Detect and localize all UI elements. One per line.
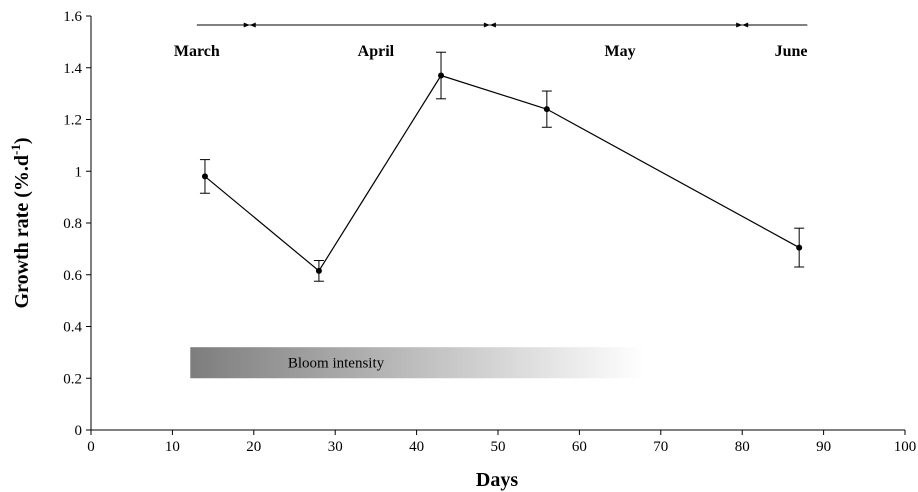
month-label: June [775,43,808,60]
y-axis-title-main: Growth rate (%.d [11,155,33,309]
bloom-intensity-bar [190,347,645,379]
x-tick-label: 10 [165,439,180,455]
x-tick-label: 20 [246,439,261,455]
month-arrow-left [742,22,749,28]
data-point [315,267,322,274]
data-point [438,72,445,79]
y-axis-title-close: ) [11,137,33,144]
x-tick-label: 30 [328,439,343,455]
x-axis-title: Days [476,469,518,491]
y-tick-label: 1.4 [63,61,82,77]
data-point [201,173,208,180]
month-arrow-right [483,22,490,28]
month-arrow-right [243,22,250,28]
x-tick-label: 50 [491,439,506,455]
y-tick-label: 1.2 [63,113,82,129]
series-line [204,74,800,272]
y-tick-label: 0 [75,423,83,439]
month-label: May [605,43,636,60]
month-label: March [174,43,220,60]
x-tick-label: 100 [894,439,917,455]
bloom-intensity-label: Bloom intensity [288,356,385,372]
x-tick-label: 70 [653,439,668,455]
y-tick-label: 1.6 [63,9,82,25]
y-tick-label: 0.8 [63,216,82,232]
y-axis-title-sup: -1 [8,144,23,155]
x-tick-label: 0 [87,439,95,455]
y-axis-title: Growth rate (%.d-1) [8,137,33,308]
month-arrow-left [249,22,256,28]
y-tick-label: 0.4 [63,320,82,336]
month-label: April [358,43,395,60]
x-tick-label: 80 [735,439,750,455]
y-tick-label: 0.6 [63,268,82,284]
y-tick-label: 0.2 [63,371,82,387]
x-tick-label: 40 [409,439,424,455]
month-arrow-left [489,22,496,28]
x-tick-label: 90 [816,439,831,455]
month-arrow-right [736,22,743,28]
data-point [796,244,803,251]
data-point [543,106,550,113]
y-tick-label: 1 [75,164,83,180]
x-tick-label: 60 [572,439,587,455]
